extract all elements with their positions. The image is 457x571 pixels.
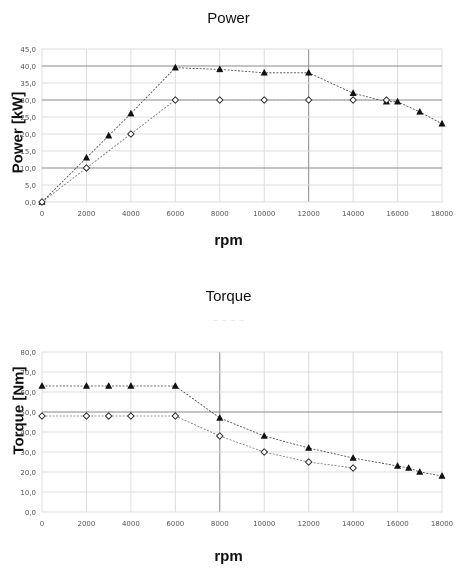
power-x-tick-label: 16000 — [386, 210, 408, 218]
power-triangle-point — [260, 68, 268, 76]
torque-x-tick-label: 4000 — [122, 520, 140, 528]
power-y-tick-label: 10,0 — [20, 165, 36, 173]
torque-diamond-point — [38, 412, 46, 420]
power-series-1-line — [41, 67, 443, 203]
faint-watermark: ~ ~ ~ ~ — [212, 316, 245, 327]
power-triangle-point — [171, 63, 179, 71]
torque-diamond-point — [82, 412, 91, 420]
power-diamond-point — [38, 198, 46, 206]
torque-x-tick-label: 0 — [40, 520, 44, 528]
torque-y-tick-label: 30,0 — [20, 449, 36, 457]
torque-triangle-point — [127, 381, 135, 389]
torque-triangle-point — [260, 431, 268, 439]
power-chart: 0 2000 4000 6000 8000 10000 12000 14000 16000 180… — [20, 46, 453, 218]
torque-chart-title: Torque — [205, 288, 252, 305]
torque-x-tick-label: 12000 — [298, 520, 320, 528]
torque-x-tick-label: 6000 — [166, 520, 184, 528]
power-x-tick-label: 14000 — [342, 210, 364, 218]
power-triangle-point — [216, 65, 224, 73]
power-triangle-point — [82, 153, 91, 161]
power-triangle-point — [127, 109, 135, 117]
torque-triangle-point — [305, 443, 313, 451]
power-x-tick-label: 0 — [40, 210, 44, 218]
power-diamond-point — [127, 130, 135, 138]
torque-x-tick-label: 14000 — [342, 520, 364, 528]
torque-triangle-point — [216, 413, 224, 421]
torque-x-tick-label: 8000 — [211, 520, 229, 528]
power-x-tick-label: 2000 — [78, 210, 96, 218]
torque-triangle-point — [105, 381, 113, 389]
power-x-axis-label: rpm — [214, 232, 243, 249]
torque-y-tick-label: 50,0 — [20, 409, 36, 417]
power-y-tick-label: 15,0 — [20, 148, 36, 156]
power-triangle-point — [416, 107, 424, 115]
torque-x-tick-label: 2000 — [78, 520, 96, 528]
torque-triangle-point — [393, 461, 402, 469]
power-diamond-point — [82, 164, 91, 172]
torque-triangle-point — [38, 381, 46, 389]
torque-triangle-point — [405, 463, 413, 471]
torque-diamond-point — [127, 412, 135, 420]
power-y-tick-label: 0,0 — [25, 199, 36, 207]
power-x-tick-label: 10000 — [253, 210, 275, 218]
power-triangle-point — [438, 119, 446, 127]
torque-diamond-point — [260, 448, 269, 456]
torque-y-tick-label: 20,0 — [20, 469, 36, 477]
power-y-tick-label: 45,0 — [20, 46, 36, 54]
power-diamond-point — [171, 96, 180, 104]
torque-y-tick-label: 70,0 — [20, 369, 36, 377]
power-diamond-point — [382, 96, 391, 104]
torque-y-tick-label: 40,0 — [20, 429, 36, 437]
torque-diamond-point — [304, 458, 313, 466]
torque-y-tick-label: 0,0 — [25, 509, 36, 517]
power-diamond-point — [260, 96, 269, 104]
torque-diamond-point — [349, 464, 357, 472]
torque-diamond-point — [104, 412, 113, 420]
power-triangle-point — [393, 97, 402, 105]
torque-triangle-point — [416, 467, 424, 475]
torque-triangle-point — [438, 471, 446, 479]
power-diamond-point — [215, 96, 224, 104]
torque-diamond-point — [215, 432, 224, 440]
torque-x-tick-label: 16000 — [386, 520, 408, 528]
torque-x-tick-label: 18000 — [431, 520, 453, 528]
torque-series-2-line — [42, 415, 354, 469]
torque-series-1-line — [42, 385, 443, 477]
power-y-tick-label: 25,0 — [20, 114, 36, 122]
torque-x-axis-label: rpm — [214, 548, 243, 565]
torque-triangle-point — [349, 453, 357, 461]
torque-x-tick-label: 10000 — [253, 520, 275, 528]
power-y-tick-label: 20,0 — [20, 131, 36, 139]
torque-chart: 0 2000 4000 6000 8000 10000 12000 14000 16000 180… — [20, 349, 453, 528]
power-chart-title: Power — [207, 10, 250, 27]
torque-y-tick-label: 60,0 — [20, 389, 36, 397]
power-x-tick-label: 4000 — [122, 210, 140, 218]
power-x-tick-label: 8000 — [211, 210, 229, 218]
power-y-tick-label: 5,0 — [25, 182, 36, 190]
torque-y-tick-label: 80,0 — [20, 349, 36, 357]
power-y-tick-label: 35,0 — [20, 80, 36, 88]
power-plot-frame — [41, 48, 443, 203]
power-x-tick-label: 12000 — [298, 210, 320, 218]
torque-triangle-point — [171, 381, 179, 389]
power-diamond-point — [304, 96, 313, 104]
power-y-tick-label: 30,0 — [20, 97, 36, 105]
power-y-tick-label: 40,0 — [20, 63, 36, 71]
torque-triangle-point — [82, 381, 91, 389]
power-triangle-point — [349, 89, 357, 96]
torque-diamond-point — [171, 412, 180, 420]
power-diamond-point — [349, 96, 357, 104]
power-triangle-point — [105, 131, 113, 139]
power-triangle-point — [305, 68, 313, 76]
power-series-2-line — [41, 99, 387, 203]
power-x-tick-label: 6000 — [166, 210, 184, 218]
torque-y-tick-label: 10,0 — [20, 489, 36, 497]
power-x-tick-label: 18000 — [431, 210, 453, 218]
